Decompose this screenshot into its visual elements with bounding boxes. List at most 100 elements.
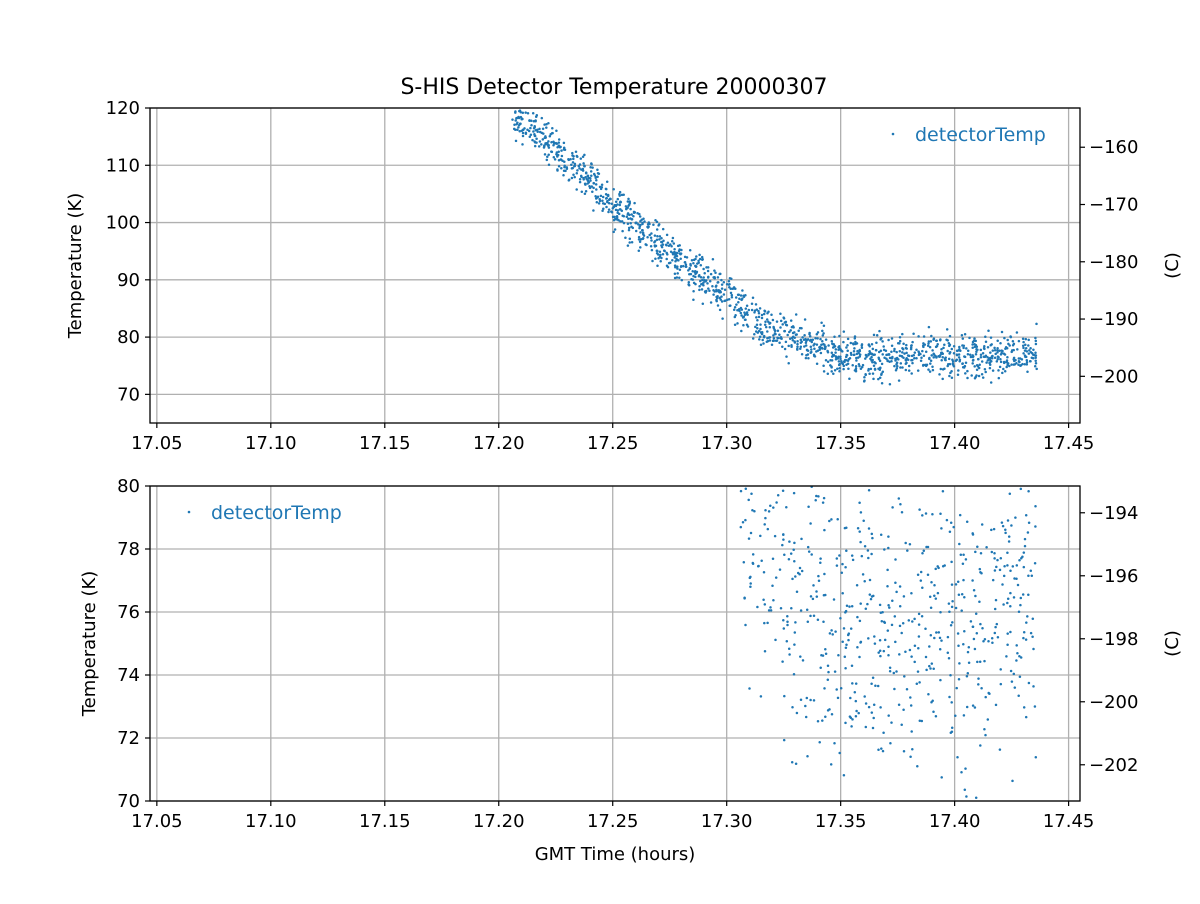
data-point — [722, 293, 726, 296]
data-point — [924, 512, 928, 515]
data-point — [556, 168, 559, 171]
data-point — [638, 215, 642, 218]
data-point — [826, 372, 830, 375]
data-point — [985, 546, 988, 549]
data-point — [583, 153, 586, 157]
data-point — [586, 174, 590, 178]
right-y-tick-label: −200 — [1089, 692, 1138, 713]
data-point — [679, 257, 682, 261]
data-point — [822, 332, 825, 335]
data-point — [860, 346, 864, 349]
data-point — [1018, 559, 1021, 562]
data-point — [998, 568, 1002, 572]
data-point — [538, 130, 542, 134]
y-tick-label: 74 — [117, 665, 140, 686]
data-point — [671, 236, 675, 240]
data-point — [1034, 339, 1038, 343]
data-point — [888, 669, 892, 673]
data-point — [833, 335, 836, 339]
data-point — [904, 541, 907, 545]
y-axis-label: Temperature (K) — [65, 193, 86, 340]
data-point — [909, 346, 913, 349]
data-point — [997, 376, 1001, 380]
data-point — [910, 359, 913, 362]
data-point — [855, 583, 859, 587]
data-point — [956, 580, 960, 583]
data-point — [582, 178, 585, 181]
data-point — [851, 682, 854, 685]
data-point — [617, 218, 620, 222]
data-point — [674, 259, 677, 263]
data-point — [1012, 358, 1015, 361]
data-point — [844, 721, 847, 725]
data-point — [1027, 574, 1030, 577]
data-point — [978, 600, 981, 603]
data-point — [578, 180, 582, 184]
data-point — [611, 206, 615, 210]
data-point — [797, 329, 800, 333]
data-point — [1025, 363, 1029, 366]
data-point — [999, 353, 1003, 356]
data-point — [965, 520, 969, 523]
data-point — [916, 765, 919, 768]
data-point — [873, 642, 877, 645]
data-point — [861, 573, 865, 576]
data-point — [954, 359, 958, 362]
data-point — [853, 337, 857, 340]
data-point — [570, 163, 573, 167]
data-point — [996, 358, 999, 361]
data-point — [590, 163, 593, 166]
data-point — [641, 222, 644, 226]
data-point — [833, 345, 836, 349]
data-point — [804, 344, 808, 347]
data-point — [960, 334, 964, 337]
data-point — [517, 126, 520, 129]
data-point — [939, 678, 942, 682]
data-point — [1022, 565, 1026, 569]
data-point — [895, 350, 898, 354]
data-point — [585, 177, 588, 181]
data-point — [856, 349, 859, 353]
data-point — [808, 331, 811, 335]
data-point — [759, 695, 763, 698]
data-point — [858, 655, 861, 659]
data-point — [993, 551, 996, 555]
data-point — [1024, 638, 1028, 641]
data-point — [966, 671, 970, 675]
data-point — [828, 519, 831, 523]
data-point — [536, 130, 539, 133]
data-point — [757, 329, 761, 333]
data-point — [1010, 349, 1014, 352]
data-point — [717, 289, 721, 292]
data-point — [781, 660, 784, 663]
data-point — [999, 557, 1003, 560]
data-point — [977, 366, 981, 370]
data-point — [1013, 686, 1017, 689]
data-point — [695, 255, 698, 258]
data-point — [556, 153, 560, 157]
data-point — [715, 298, 718, 302]
data-point — [927, 368, 930, 371]
data-point — [641, 237, 645, 241]
data-point — [967, 646, 971, 649]
data-point — [643, 220, 646, 223]
data-point — [880, 337, 883, 340]
data-point — [767, 320, 770, 324]
data-point — [649, 236, 653, 240]
data-point — [792, 326, 795, 329]
data-point — [545, 126, 548, 129]
data-point — [1016, 348, 1019, 351]
data-point — [661, 227, 665, 231]
data-point — [692, 298, 695, 302]
data-point — [545, 122, 548, 126]
data-point — [541, 138, 545, 141]
data-point — [816, 720, 820, 723]
data-point — [932, 667, 935, 671]
data-point — [1027, 344, 1030, 347]
data-point — [927, 340, 931, 343]
data-point — [675, 254, 679, 258]
data-point — [842, 360, 846, 363]
data-point — [1010, 680, 1014, 683]
data-point — [990, 343, 993, 346]
data-point — [939, 367, 943, 371]
